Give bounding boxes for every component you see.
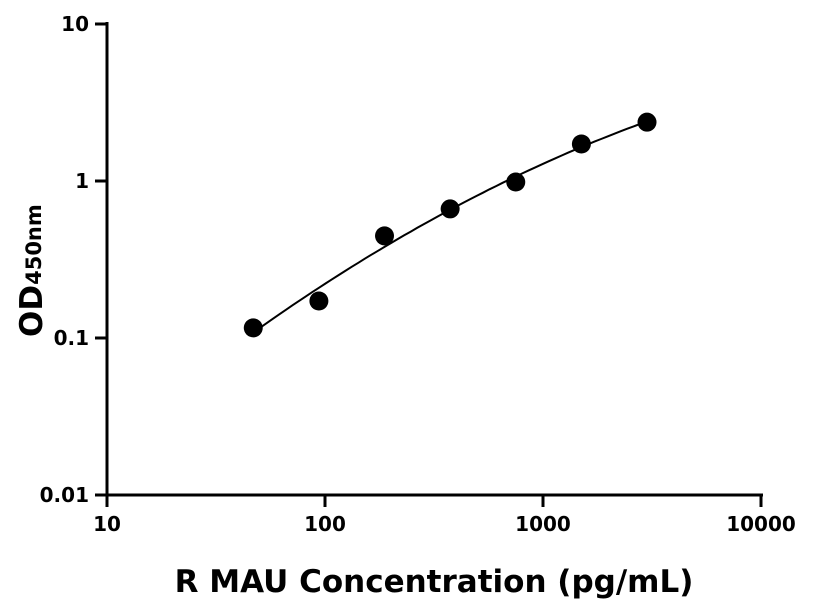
ticks: 10 100 1000 10000 0.01 0.1 1 10	[40, 12, 796, 536]
x-tick-label: 10	[93, 512, 121, 536]
data-point	[243, 318, 263, 338]
x-tick-label: 10000	[726, 512, 796, 536]
data-point	[375, 226, 395, 246]
y-tick-label: 1	[75, 169, 89, 193]
y-tick-label: 0.01	[40, 483, 89, 507]
x-tick-label: 1000	[515, 512, 571, 536]
data-point	[440, 199, 460, 219]
plot-area	[243, 112, 657, 338]
y-tick-label: 10	[61, 12, 89, 36]
x-axis-label: R MAU Concentration (pg/mL)	[175, 564, 694, 600]
y-axis-label-subscript: 450nm	[22, 204, 46, 285]
y-tick-label: 0.1	[54, 326, 89, 350]
data-point	[571, 134, 591, 154]
y-axis-label: OD450nm	[14, 204, 50, 337]
x-tick-label: 100	[304, 512, 346, 536]
data-point	[309, 291, 329, 311]
y-axis-label-main: OD	[14, 285, 50, 337]
data-point	[506, 172, 526, 192]
data-point	[637, 112, 657, 132]
